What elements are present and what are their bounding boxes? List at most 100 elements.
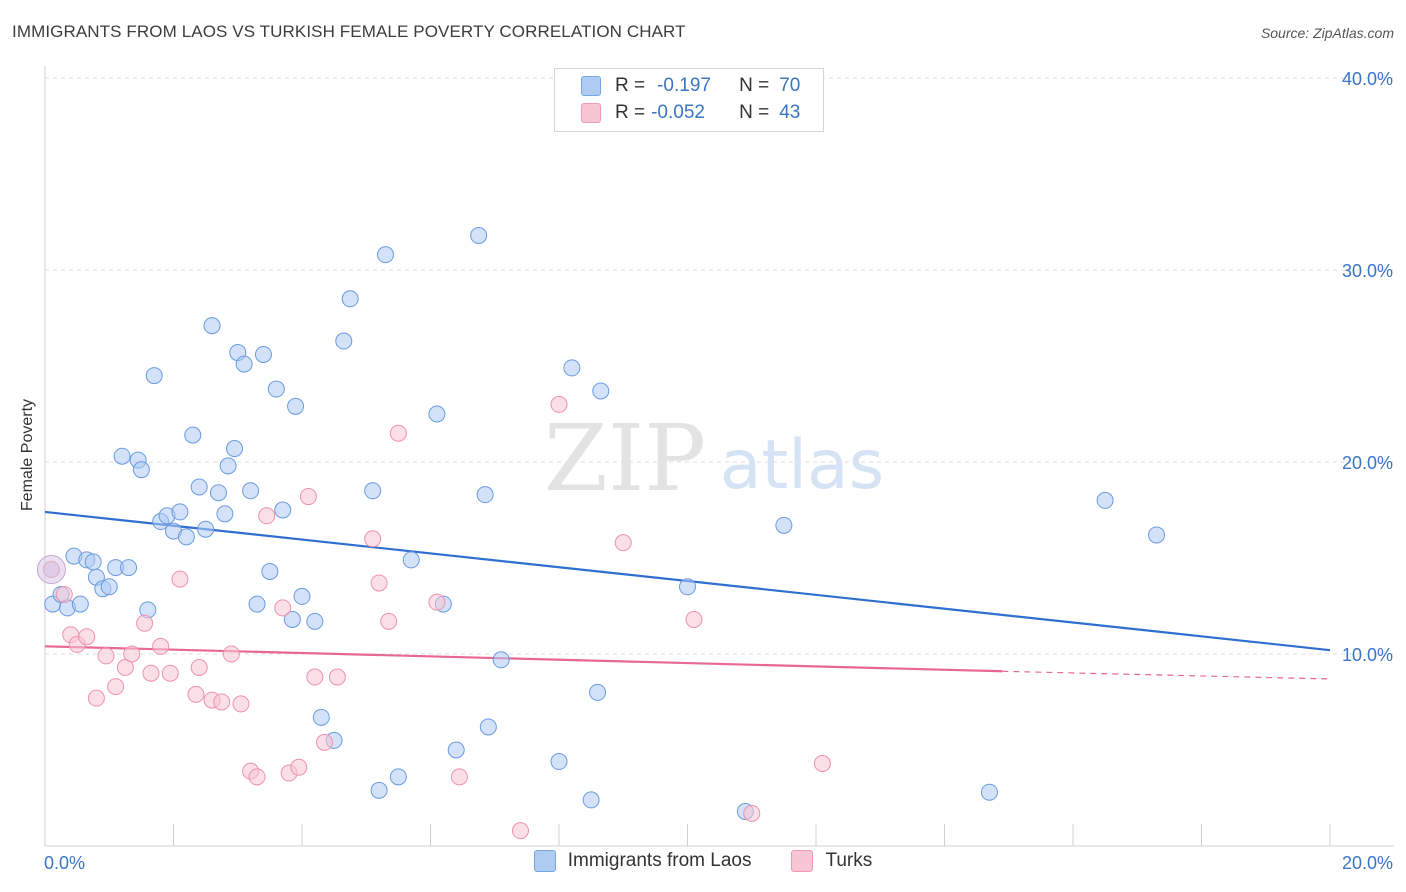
point-laos xyxy=(1096,491,1114,509)
point-laos xyxy=(1148,526,1166,544)
point-laos xyxy=(171,503,189,521)
legend-n-label: N = xyxy=(739,102,770,123)
point-turks xyxy=(389,424,407,442)
point-turks xyxy=(248,768,266,786)
legend-row-laos: R = -0.197 N = 70 xyxy=(555,73,800,99)
point-turks xyxy=(274,599,292,617)
point-turks xyxy=(97,647,115,665)
legend-r-value: -0.052 xyxy=(651,102,705,123)
trend-line-turks xyxy=(44,645,1003,673)
point-turks xyxy=(187,685,205,703)
watermark-zip: ZIP xyxy=(544,405,706,512)
point-laos xyxy=(775,516,793,534)
point-turks xyxy=(428,593,446,611)
legend-r-label: R = xyxy=(615,102,646,123)
chart-title: IMMIGRANTS FROM LAOS VS TURKISH FEMALE P… xyxy=(12,22,686,41)
legend-item-turks[interactable]: Turks xyxy=(791,850,872,872)
point-laos xyxy=(592,382,610,400)
point-laos xyxy=(563,359,581,377)
point-turks xyxy=(258,507,276,525)
point-laos xyxy=(476,486,494,504)
point-turks xyxy=(550,395,568,413)
point-laos xyxy=(216,505,234,523)
legend-row-turks: R = -0.052 N = 43 xyxy=(555,100,800,126)
point-turks xyxy=(380,612,398,630)
point-laos xyxy=(389,768,407,786)
point-turks xyxy=(87,689,105,707)
point-laos xyxy=(335,332,353,350)
data-points xyxy=(36,226,1166,840)
watermark-atlas: atlas xyxy=(720,426,884,505)
legend-r-label: R = xyxy=(615,75,646,96)
point-turks xyxy=(78,628,96,646)
point-laos xyxy=(203,317,221,335)
point-turks xyxy=(171,570,189,588)
axes xyxy=(44,66,1394,847)
point-turks xyxy=(450,768,468,786)
legend-swatch-laos xyxy=(533,850,556,872)
point-laos xyxy=(582,791,600,809)
point-laos xyxy=(980,783,998,801)
point-turks xyxy=(743,804,761,822)
legend-swatch-turks xyxy=(581,103,601,123)
legend-item-laos[interactable]: Immigrants from Laos xyxy=(533,850,751,872)
point-laos xyxy=(402,551,420,569)
legend-r-value: -0.197 xyxy=(657,75,711,96)
point-laos xyxy=(306,612,324,630)
legend-n-value: 43 xyxy=(779,102,801,123)
point-laos xyxy=(679,578,696,596)
legend-swatch-turks xyxy=(791,850,814,872)
point-turks xyxy=(290,758,308,776)
point-turks xyxy=(315,733,333,751)
point-laos xyxy=(197,520,215,538)
point-laos xyxy=(242,482,260,500)
point-turks xyxy=(364,530,382,548)
point-laos xyxy=(219,457,237,475)
x-tick-label: 20.0% xyxy=(1342,853,1393,873)
point-laos xyxy=(589,683,607,701)
point-turks xyxy=(142,664,160,682)
point-turks xyxy=(685,610,703,628)
trend-line-turks-extension xyxy=(1002,670,1331,680)
point-laos xyxy=(120,559,138,577)
point-turks xyxy=(123,645,141,663)
x-tick-label: 0.0% xyxy=(44,853,85,873)
point-turks xyxy=(190,658,208,676)
point-turks xyxy=(299,488,317,506)
point-laos xyxy=(287,397,305,415)
point-turks xyxy=(328,668,346,686)
point-turks xyxy=(136,614,154,632)
source-label: Source: ZipAtlas.com xyxy=(1260,25,1394,41)
point-laos xyxy=(254,345,272,363)
point-turks xyxy=(370,574,388,592)
point-laos xyxy=(377,246,395,264)
point-turks xyxy=(213,693,231,711)
point-turks xyxy=(511,822,529,840)
point-turks xyxy=(813,754,831,772)
legend-n-value: 70 xyxy=(779,75,801,96)
point-laos xyxy=(370,781,388,799)
point-laos xyxy=(209,484,227,502)
watermark: ZIP atlas xyxy=(544,405,884,512)
point-laos xyxy=(184,426,202,444)
point-laos xyxy=(132,461,150,479)
point-laos xyxy=(248,595,266,613)
point-laos xyxy=(226,440,244,458)
point-laos xyxy=(100,578,118,596)
point-laos xyxy=(470,226,488,244)
y-tick-label: 10.0% xyxy=(1342,645,1393,665)
point-turks xyxy=(232,695,250,713)
point-turks xyxy=(306,668,324,686)
y-tick-label: 40.0% xyxy=(1342,69,1393,89)
point-turks xyxy=(55,585,73,603)
legend-swatch-laos xyxy=(581,76,601,96)
point-laos xyxy=(479,718,497,736)
legend-label-turks: Turks xyxy=(825,850,873,871)
point-laos xyxy=(293,587,311,605)
point-laos xyxy=(84,553,102,571)
y-tick-label: 30.0% xyxy=(1342,261,1393,281)
point-laos xyxy=(71,595,89,613)
series-legend: Immigrants from Laos Turks xyxy=(0,850,1406,872)
point-laos xyxy=(341,290,359,308)
